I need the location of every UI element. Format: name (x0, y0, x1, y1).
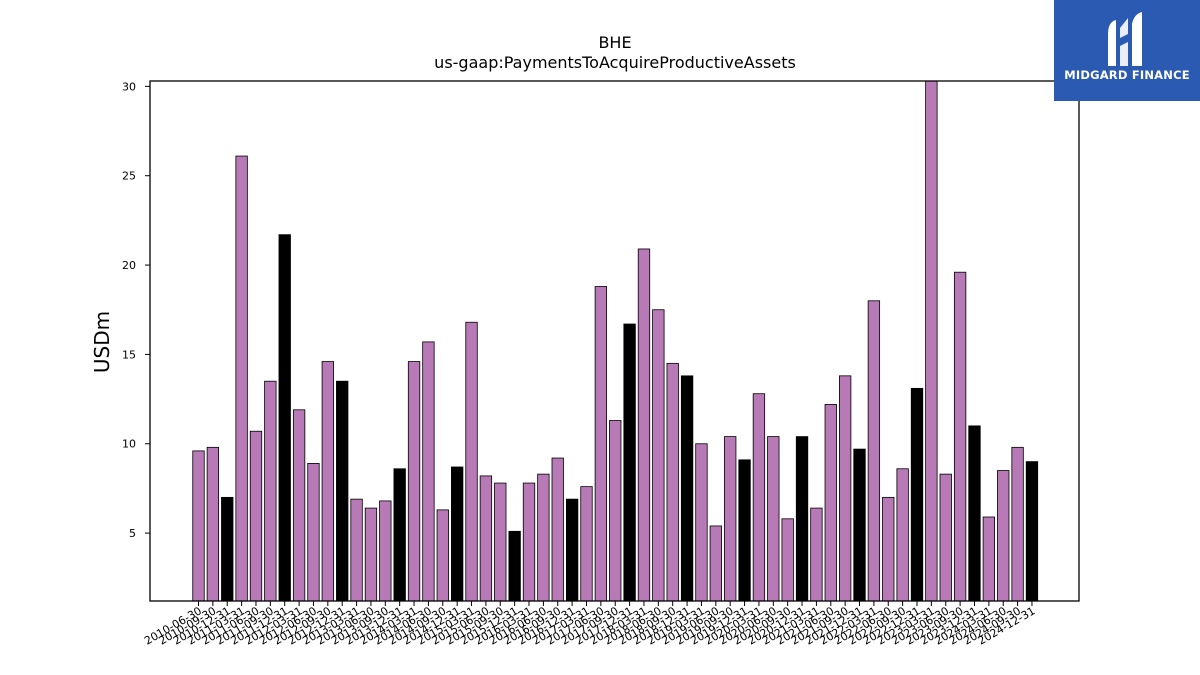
bar (364, 507, 378, 602)
bar (264, 380, 277, 602)
bar (724, 436, 737, 602)
bar (810, 507, 823, 602)
bar (580, 486, 593, 602)
y-tick-label: 15 (122, 348, 136, 361)
bar (925, 80, 938, 602)
bar (997, 470, 1010, 602)
bar (666, 362, 679, 602)
bar (292, 409, 306, 602)
bar (1025, 461, 1039, 602)
bar (623, 323, 636, 602)
bar (968, 425, 981, 602)
bar (451, 466, 464, 602)
midgard-m-logo-icon (1108, 12, 1142, 66)
bar (738, 459, 751, 602)
y-axis-label: USDm (90, 311, 114, 373)
bar (537, 473, 550, 602)
bar (824, 404, 837, 602)
brand-name: MIDGARD FINANCE (1064, 68, 1190, 82)
bar (752, 393, 766, 602)
bar (508, 530, 521, 602)
bar (494, 482, 507, 602)
y-tick-label: 20 (122, 259, 136, 272)
bar (767, 436, 780, 602)
bar (867, 300, 881, 602)
y-tick-label: 30 (122, 80, 136, 93)
bar (436, 509, 449, 602)
bar (522, 482, 536, 602)
bar (982, 516, 995, 602)
bar (192, 450, 205, 602)
bar (235, 155, 248, 602)
bar (407, 361, 421, 602)
bar (206, 446, 220, 602)
bar (249, 430, 263, 602)
chart-title: BHE (598, 33, 631, 52)
bar (882, 496, 895, 602)
bar (939, 473, 952, 602)
y-tick-label: 10 (122, 438, 136, 451)
bar (422, 341, 435, 602)
bars-group (192, 80, 1039, 602)
bar (637, 248, 651, 602)
bar (853, 448, 866, 602)
chart-subtitle: us-gaap:PaymentsToAcquireProductiveAsset… (434, 53, 796, 72)
bar (910, 387, 924, 602)
bar (321, 361, 334, 602)
x-axis-ticks: 2010-06-302010-09-302010-12-312011-03-31… (142, 601, 1037, 648)
bar (379, 500, 392, 602)
y-tick-label: 5 (129, 527, 136, 540)
bar (781, 518, 794, 602)
bar (393, 468, 406, 602)
bar (795, 436, 809, 602)
brand-logo: MIDGARD FINANCE (1054, 0, 1200, 101)
bar (465, 321, 478, 602)
bar (565, 498, 579, 602)
bar (839, 375, 852, 602)
bar (695, 443, 708, 602)
bar (336, 380, 349, 602)
plot-frame (149, 80, 1080, 602)
bar (479, 475, 493, 602)
bar (551, 457, 564, 602)
bar (609, 420, 622, 602)
bar (709, 525, 722, 602)
y-tick-label: 25 (122, 170, 136, 183)
bar (594, 286, 608, 602)
bar (953, 271, 967, 602)
bar (350, 498, 363, 602)
bar (680, 375, 694, 602)
y-axis-ticks: 5 10 15 20 25 30 (122, 80, 150, 540)
bar (278, 234, 291, 602)
bar (896, 468, 909, 602)
bar (307, 463, 320, 602)
bar (221, 496, 234, 602)
bar (1011, 446, 1024, 602)
bar (652, 309, 665, 602)
